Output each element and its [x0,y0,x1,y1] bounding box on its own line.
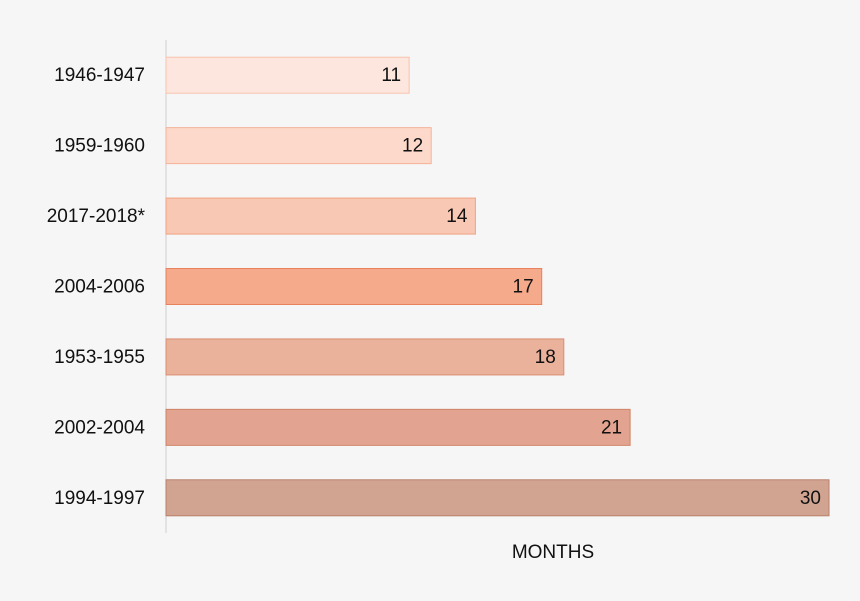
value-label: 30 [800,488,821,509]
bar [165,338,565,376]
bar [165,197,476,235]
y-tick-label: 2004-2006 [54,277,145,298]
bar [165,479,830,517]
value-label: 14 [446,206,468,227]
value-label: 21 [601,417,622,438]
value-label: 18 [535,347,556,368]
value-label: 17 [513,277,534,298]
y-tick-label: 1994-1997 [54,488,145,509]
bar [165,127,432,165]
y-tick-label: 1959-1960 [54,136,145,157]
y-tick-label: 2002-2004 [54,417,145,438]
bar [165,408,631,446]
bar [165,268,543,305]
value-label: 11 [381,65,401,86]
y-tick-label: 1953-1955 [54,347,145,368]
y-tick-label: 2017-2018* [47,206,146,227]
y-tick-label: 1946-1947 [54,65,145,86]
bar [165,56,410,94]
x-axis-label: MONTHS [512,542,594,563]
value-label: 12 [402,136,423,157]
